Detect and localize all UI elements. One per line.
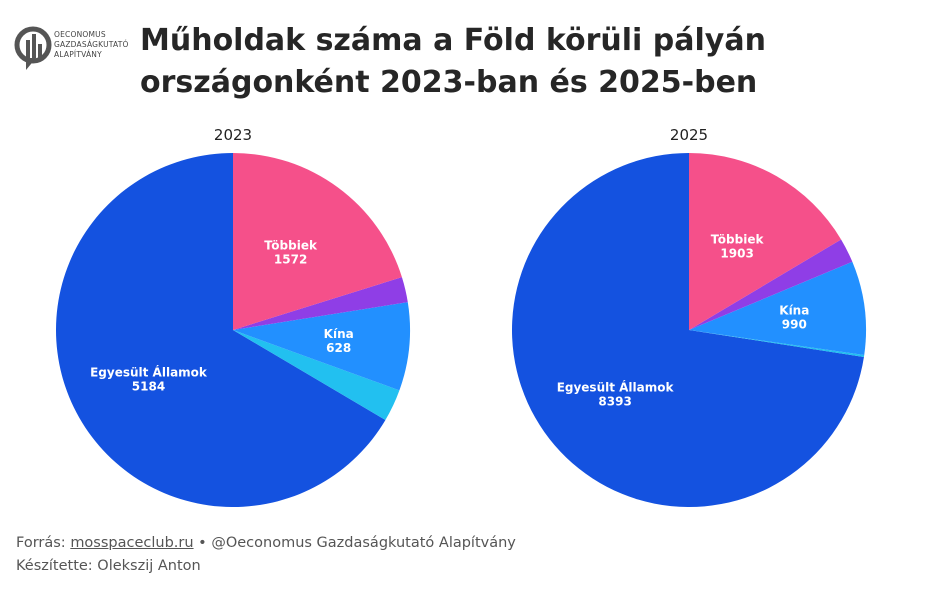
author-line: Készítette: Olekszij Anton — [16, 558, 201, 574]
pie-slice-kina — [689, 261, 867, 356]
slice-value-tobbiek: 1903 — [720, 246, 753, 260]
slice-label-tobbiek: Többiek — [711, 232, 765, 246]
logo-line-1: OECONOMUS — [54, 30, 106, 39]
slice-value-tobbiek: 1572 — [274, 253, 307, 267]
pie-slice-kina — [233, 302, 410, 391]
pie-slice-other-1 — [689, 330, 865, 357]
page-title: Műholdak száma a Föld körüli pályán orsz… — [140, 20, 920, 104]
pie-slice-other-1 — [233, 330, 400, 420]
slice-label-kina: Kína — [324, 327, 354, 341]
source-line: Forrás: mosspaceclub.ru • @Oeconomus Gaz… — [16, 532, 516, 555]
pie-title: 2023 — [214, 126, 252, 144]
logo-line-3: ALAPÍTVÁNY — [54, 50, 102, 59]
pie-slice-tobbiek — [689, 152, 842, 330]
pie-slice-egyesult-allamok — [55, 152, 386, 507]
slice-label-egyesult-allamok: Egyesült Államok — [557, 379, 675, 394]
pie-title: 2025 — [670, 126, 708, 144]
slice-value-kina: 990 — [782, 318, 807, 332]
source-prefix: Forrás: — [16, 535, 66, 551]
footer: Forrás: mosspaceclub.ru • @Oeconomus Gaz… — [16, 532, 516, 578]
source-suffix: • @Oeconomus Gazdaságkutató Alapítvány — [198, 535, 516, 551]
source-link[interactable]: mosspaceclub.ru — [70, 535, 194, 551]
pie-slice-tobbiek — [233, 153, 402, 330]
slice-label-tobbiek: Többiek — [264, 239, 318, 253]
title-line-1: Műholdak száma a Föld körüli pályán — [140, 23, 766, 58]
logo: OECONOMUS GAZDASÁGKUTATÓ ALAPÍTVÁNY — [14, 22, 144, 82]
slice-value-egyesult-allamok: 5184 — [132, 379, 165, 393]
pie-slice-egyesult-allamok — [511, 153, 864, 508]
title-line-2: országonként 2023-ban és 2025-ben — [140, 65, 758, 100]
pie-slice-other-3 — [689, 239, 853, 330]
pie-slice-other-3 — [233, 277, 408, 330]
slice-label-egyesult-allamok: Egyesült Államok — [90, 364, 208, 379]
slice-value-kina: 628 — [326, 341, 351, 355]
logo-text: OECONOMUS GAZDASÁGKUTATÓ ALAPÍTVÁNY — [54, 30, 129, 60]
logo-line-2: GAZDASÁGKUTATÓ — [54, 40, 129, 49]
slice-value-egyesult-allamok: 8393 — [598, 394, 631, 408]
slice-label-kina: Kína — [779, 304, 809, 318]
logo-mark-icon — [14, 26, 52, 70]
